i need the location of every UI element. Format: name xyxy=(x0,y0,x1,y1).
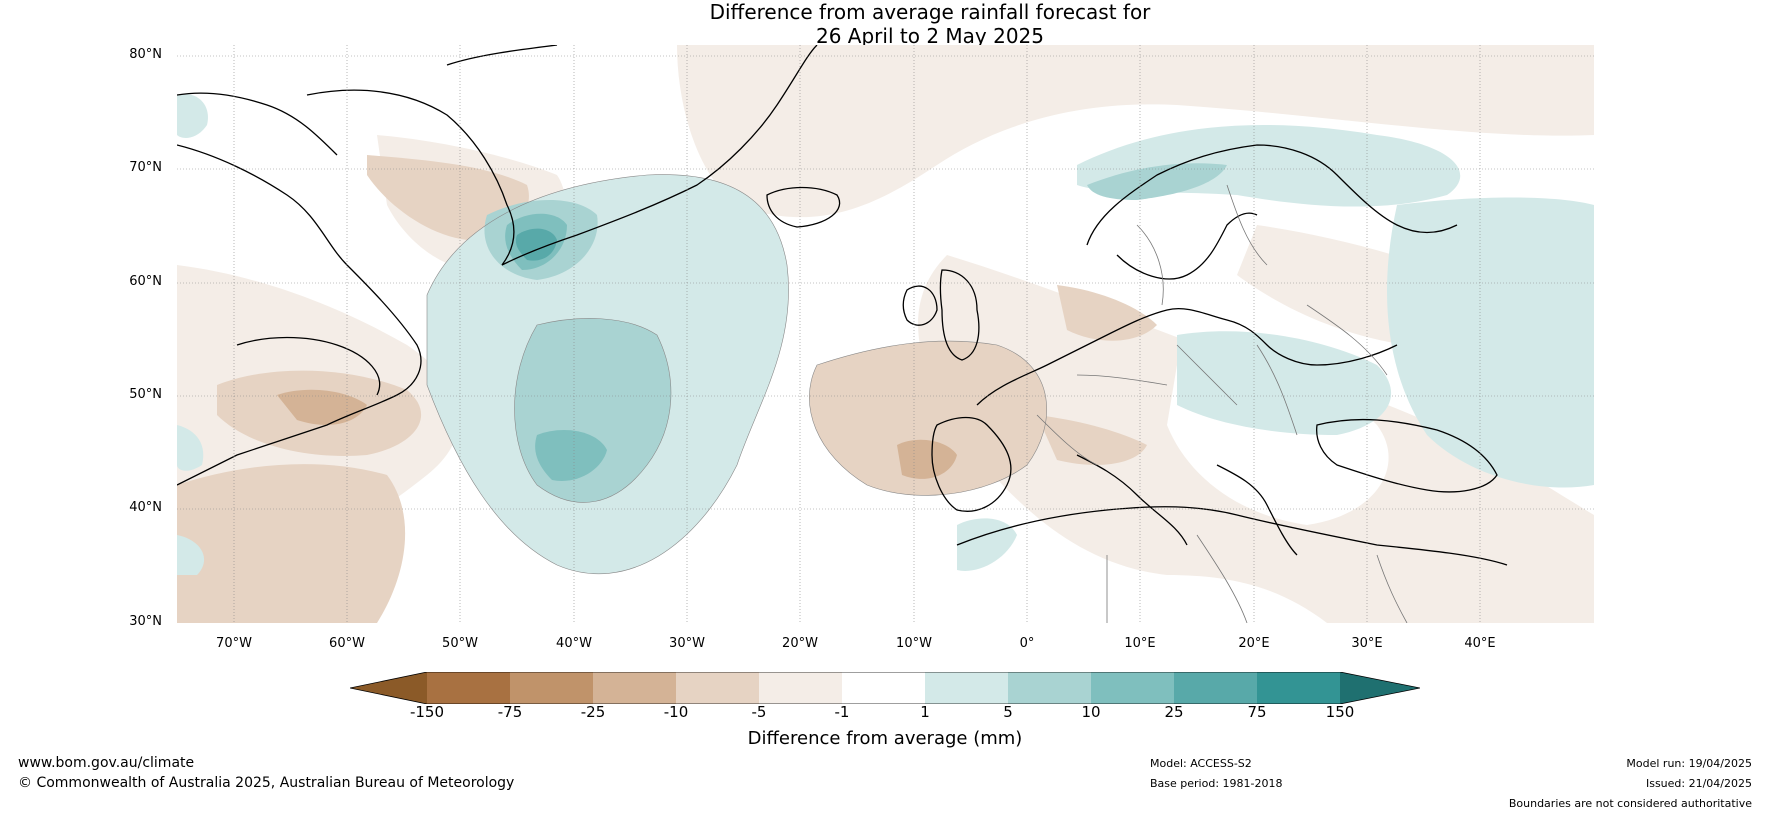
anomaly-fill-dark-brown xyxy=(277,389,957,479)
rainfall-anomaly-map xyxy=(177,45,1594,623)
colorbar xyxy=(350,672,1420,704)
lon-label-10w: 10°W xyxy=(896,636,932,651)
colorbar-tick-label-6: -1 xyxy=(834,703,850,721)
colorbar-tick-label-1: -150 xyxy=(409,703,445,721)
colorbar-segment-11 xyxy=(1257,672,1340,704)
colorbar-tick-label-12: 150 xyxy=(1325,703,1355,721)
lat-label-60n: 60°N xyxy=(129,274,162,289)
lat-label-40n: 40°N xyxy=(129,500,162,515)
website-link[interactable]: www.bom.gov.au/climate xyxy=(18,755,195,771)
lon-label-60w: 60°W xyxy=(329,636,365,651)
colorbar-tick-label-9: 10 xyxy=(1081,703,1101,721)
graticule xyxy=(177,45,1594,623)
national-borders xyxy=(1036,184,1408,623)
colorbar-segment-5 xyxy=(759,672,842,704)
colorbar-segment-10 xyxy=(1174,672,1257,704)
base-period-text: Base period: 1981-2018 xyxy=(1150,777,1283,790)
disclaimer-text: Boundaries are not considered authoritat… xyxy=(1508,797,1752,810)
colorbar-segment-9 xyxy=(1091,672,1174,704)
lon-label-40e: 40°E xyxy=(1464,636,1496,651)
colorbar-tick-label-7: 1 xyxy=(920,703,930,721)
issued-text: Issued: 21/04/2025 xyxy=(1645,777,1752,790)
map-svg xyxy=(177,45,1594,623)
colorbar-tick-label-2: -75 xyxy=(497,703,523,721)
colorbar-title: Difference from average (mm) xyxy=(747,728,1023,749)
colorbar-extend-high xyxy=(1340,672,1420,704)
colorbar-segment-4 xyxy=(676,672,759,704)
lon-label-20e: 20°E xyxy=(1238,636,1270,651)
colorbar-segment-2 xyxy=(510,672,593,704)
colorbar-segment-8 xyxy=(1008,672,1091,704)
lon-label-30e: 30°E xyxy=(1351,636,1383,651)
coastlines xyxy=(177,45,1508,566)
lon-label-30w: 30°W xyxy=(669,636,705,651)
model-run-text: Model run: 19/04/2025 xyxy=(1626,757,1752,770)
lat-label-70n: 70°N xyxy=(129,160,162,175)
anomaly-fill-medium-brown xyxy=(177,155,1157,623)
copyright-text: © Commonwealth of Australia 2025, Austra… xyxy=(18,775,515,791)
colorbar-segment-7 xyxy=(925,672,1008,704)
lon-label-10e: 10°E xyxy=(1124,636,1156,651)
map-title: Difference from average rainfall forecas… xyxy=(0,0,1770,48)
model-text: Model: ACCESS-S2 xyxy=(1150,757,1252,770)
colorbar-tick-label-5: -5 xyxy=(751,703,767,721)
lon-label-50w: 50°W xyxy=(442,636,478,651)
lon-label-70w: 70°W xyxy=(216,636,252,651)
colorbar-tick-label-10: 25 xyxy=(1164,703,1184,721)
colorbar-extend-low xyxy=(350,672,427,704)
colorbar-tick-label-3: -25 xyxy=(580,703,606,721)
anomaly-fill-mid-teal xyxy=(484,163,1227,503)
lon-label-0: 0° xyxy=(1019,636,1035,651)
lon-label-40w: 40°W xyxy=(556,636,592,651)
colorbar-segment-1 xyxy=(427,672,510,704)
lat-label-50n: 50°N xyxy=(129,387,162,402)
map-title-line-2: 26 April to 2 May 2025 xyxy=(816,24,1044,48)
lat-label-30n: 30°N xyxy=(129,614,162,629)
map-title-line-1: Difference from average rainfall forecas… xyxy=(709,0,1151,24)
colorbar-segment-6 xyxy=(842,672,925,704)
colorbar-tick-label-8: 5 xyxy=(1003,703,1013,721)
lon-label-20w: 20°W xyxy=(782,636,818,651)
lat-label-80n: 80°N xyxy=(129,47,162,62)
anomaly-fill-deep-teal xyxy=(515,228,557,261)
colorbar-segment-3 xyxy=(593,672,676,704)
colorbar-tick-label-4: -10 xyxy=(663,703,689,721)
colorbar-tick-label-11: 75 xyxy=(1247,703,1267,721)
